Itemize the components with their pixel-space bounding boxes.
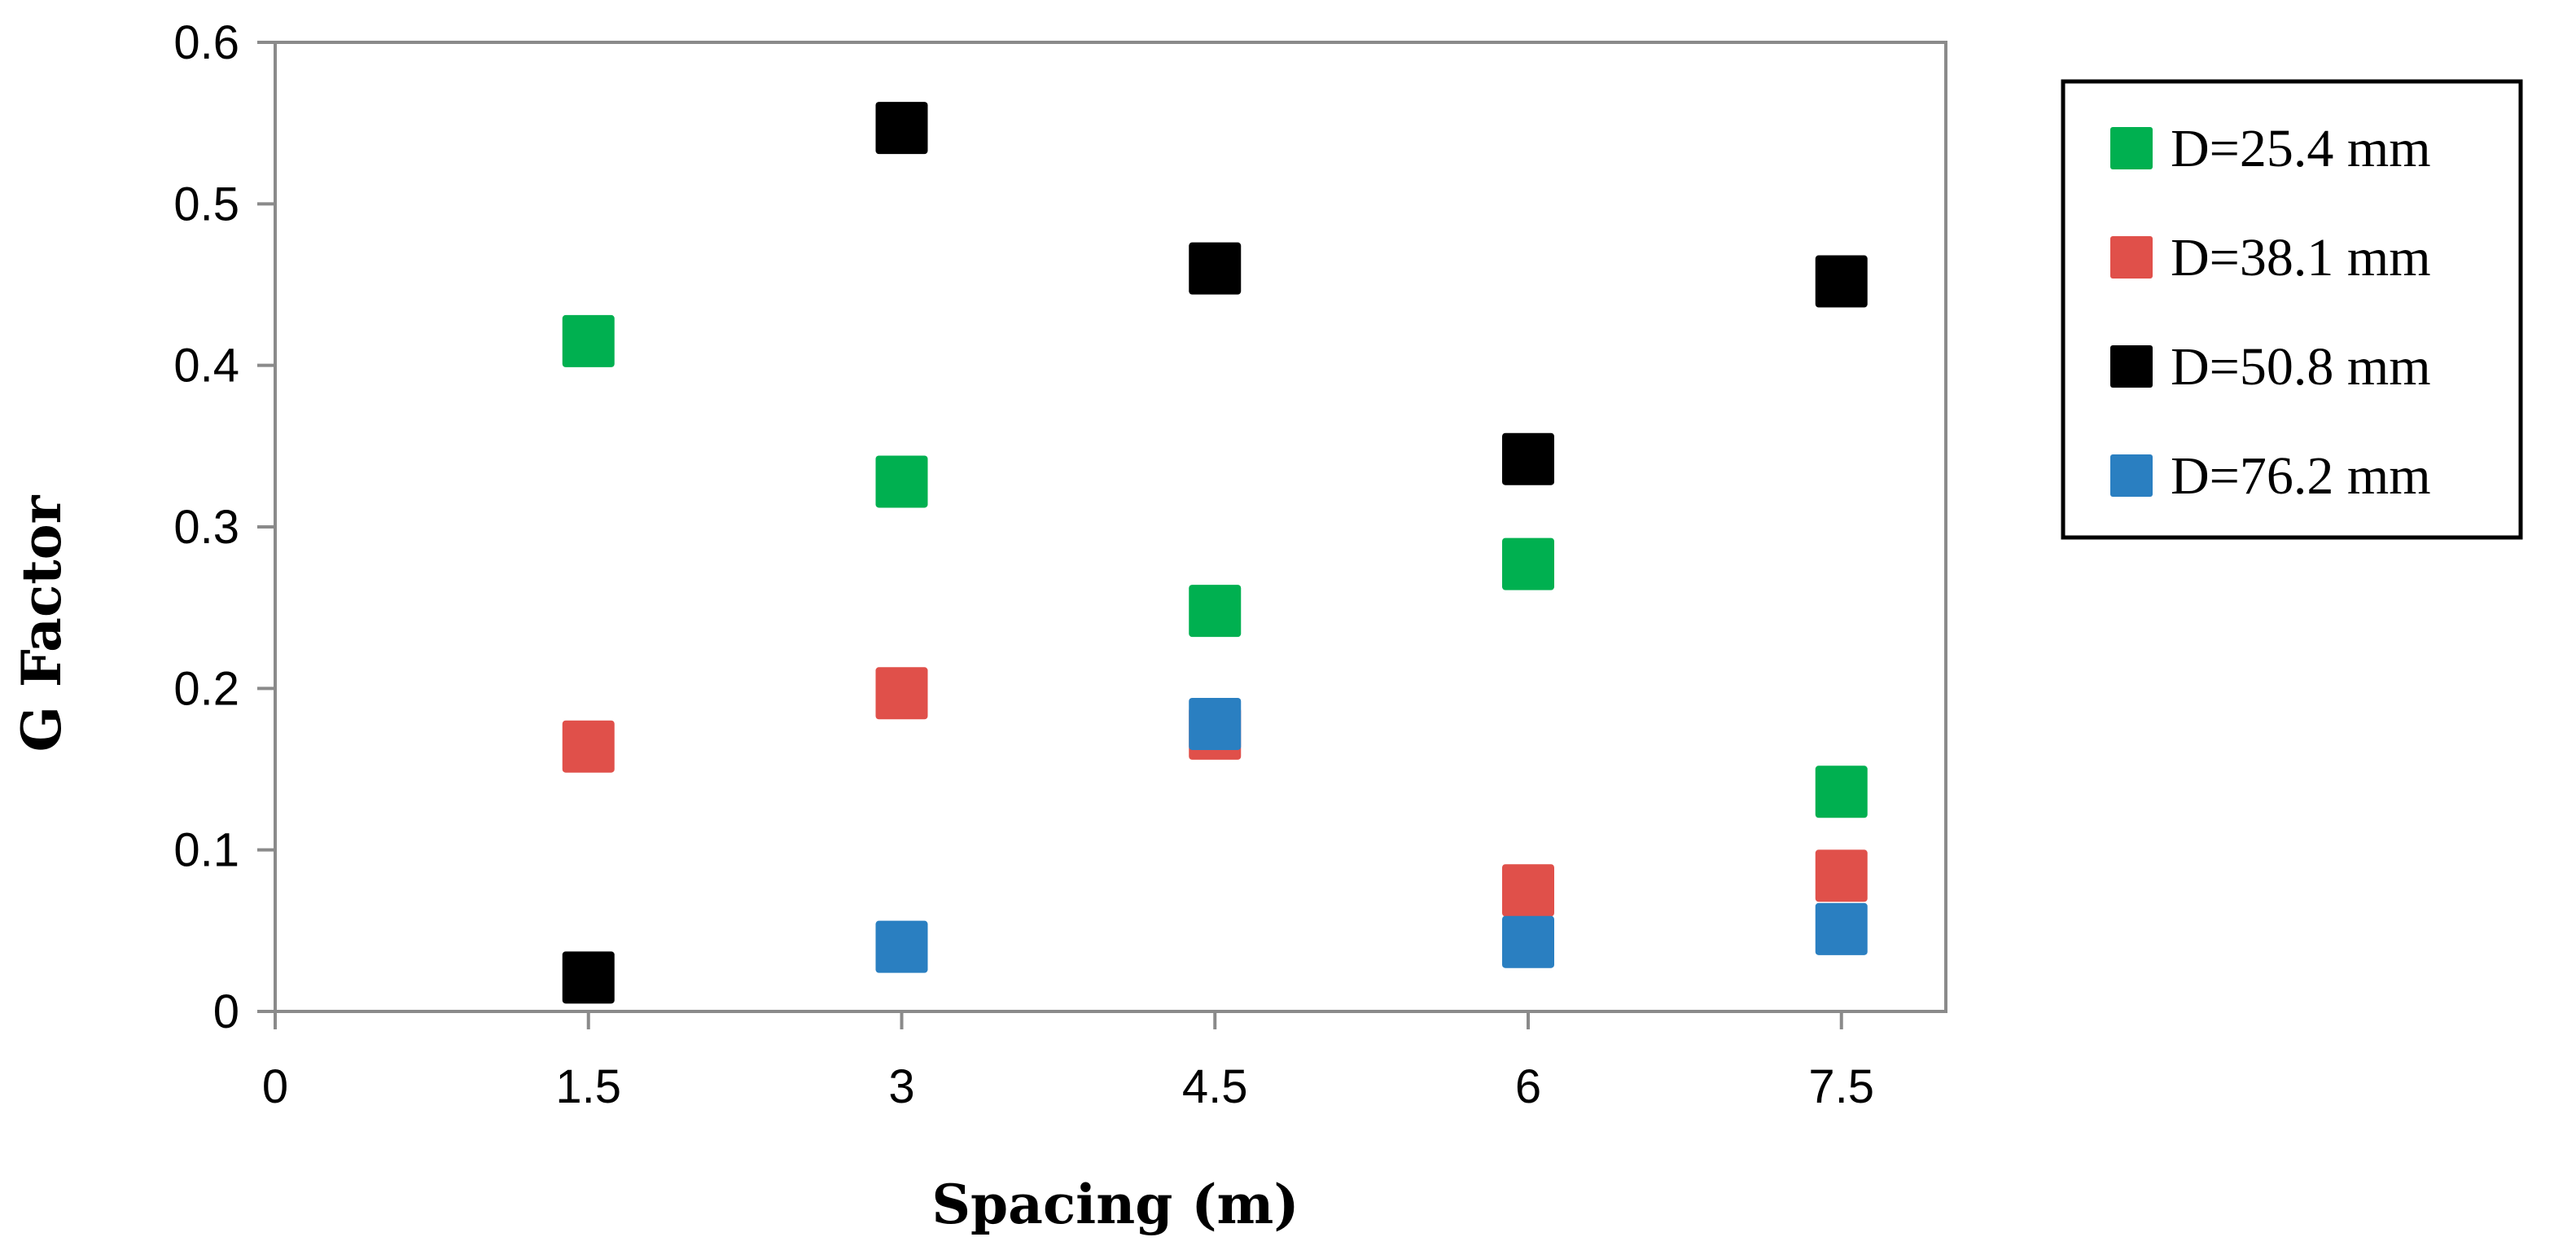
y-axis-title: G Factor xyxy=(10,494,73,752)
x-tick-label: 4.5 xyxy=(1182,1060,1248,1113)
legend-label: D=50.8 mm xyxy=(2171,337,2431,397)
x-tick-label: 7.5 xyxy=(1808,1060,1874,1113)
plot-area: 0 0.1 0.2 0.3 0.4 0.5 0.6 0 1.5 3 4.5 6 7.5 xyxy=(173,16,1947,1113)
data-point xyxy=(1502,864,1554,917)
y-tick-label: 0.4 xyxy=(173,340,239,393)
data-point xyxy=(1815,902,1868,955)
y-tick-label: 0.3 xyxy=(173,501,239,554)
series-1 xyxy=(562,314,1868,818)
legend-label: D=25.4 mm xyxy=(2171,119,2431,178)
data-point xyxy=(1502,537,1554,590)
x-tick-label: 0 xyxy=(262,1060,288,1113)
data-point xyxy=(1815,849,1868,902)
series-3 xyxy=(562,102,1868,1004)
plot-frame xyxy=(274,41,1947,1013)
data-point xyxy=(1189,697,1242,750)
x-tick-label: 1.5 xyxy=(555,1060,621,1113)
data-point xyxy=(562,951,615,1004)
data-point xyxy=(1815,255,1868,308)
data-point xyxy=(562,314,615,367)
data-point xyxy=(875,102,928,155)
legend-swatch xyxy=(2110,454,2153,497)
data-point xyxy=(1189,242,1242,295)
data-point xyxy=(875,455,928,508)
data-point xyxy=(1502,915,1554,968)
legend-swatch xyxy=(2110,127,2153,169)
x-tick-label: 6 xyxy=(1515,1060,1541,1113)
y-tick-label: 0.1 xyxy=(173,824,239,877)
x-axis-title: Spacing (m) xyxy=(931,1173,1299,1236)
y-tick-label: 0.2 xyxy=(173,662,239,715)
data-point xyxy=(1502,432,1554,485)
data-point xyxy=(875,920,928,973)
legend: D=25.4 mm D=38.1 mm D=50.8 mm D=76.2 mm xyxy=(2061,79,2523,540)
data-point xyxy=(562,720,615,773)
legend-label: D=38.1 mm xyxy=(2171,228,2431,287)
x-tick-label: 3 xyxy=(888,1060,914,1113)
data-point xyxy=(1815,765,1868,818)
legend-swatch xyxy=(2110,345,2153,388)
y-tick-label: 0.5 xyxy=(173,178,239,230)
y-tick-label: 0 xyxy=(213,985,239,1038)
data-point xyxy=(875,667,928,720)
data-point xyxy=(1189,585,1242,638)
legend-label: D=76.2 mm xyxy=(2171,446,2431,506)
y-tick-label: 0.6 xyxy=(173,16,239,69)
legend-swatch xyxy=(2110,236,2153,279)
series-4 xyxy=(875,697,1868,973)
